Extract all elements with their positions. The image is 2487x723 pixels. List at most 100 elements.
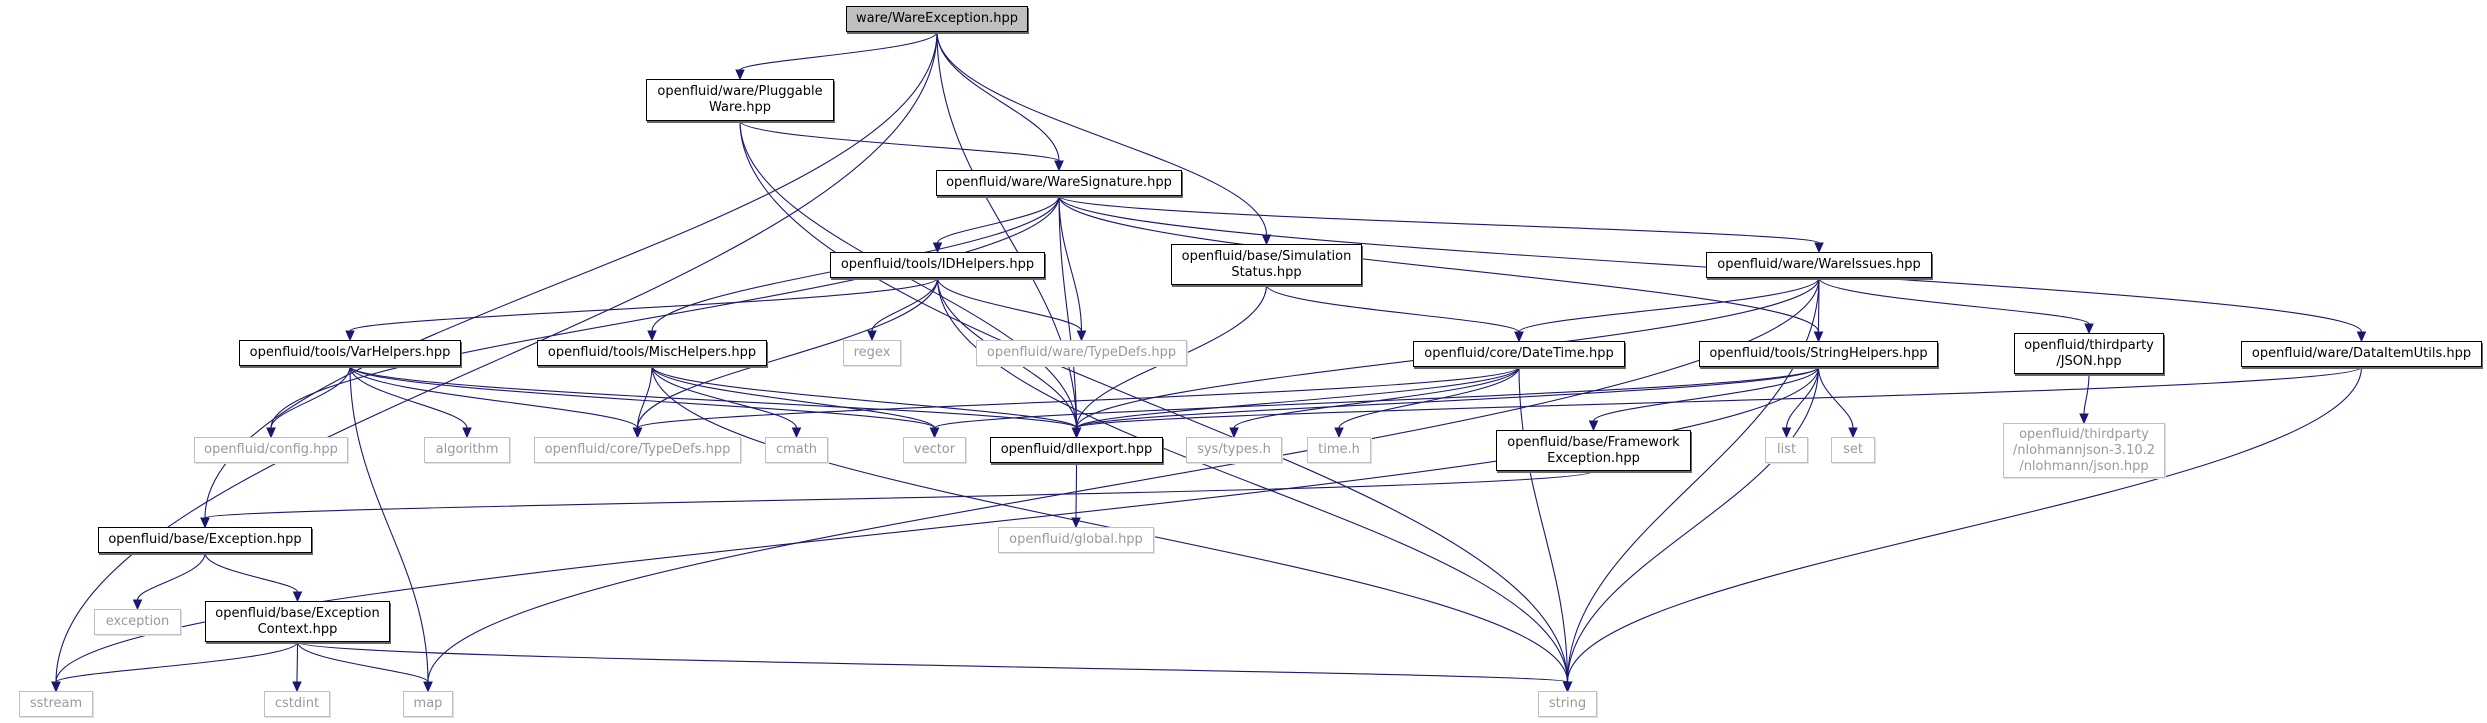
edge-wareissues-to-json bbox=[1818, 277, 2090, 325]
edge-stringhelpers-to-dllexport bbox=[1075, 366, 1820, 429]
edge-idhelpers-to-waretypedefs bbox=[936, 277, 1083, 332]
graph-node-dataitemutils[interactable]: openfluid/ware/DataItemUtils.hpp bbox=[2241, 341, 2482, 367]
edge-varhelpers-to-dllexport bbox=[349, 365, 1078, 429]
edge-root-to-signature bbox=[936, 31, 1060, 162]
graph-node-mischelpers[interactable]: openfluid/tools/MiscHelpers.hpp bbox=[537, 340, 767, 366]
edge-exception-to-exccontext bbox=[204, 552, 299, 593]
graph-node-systypes: sys/types.h bbox=[1186, 437, 1282, 463]
arrowhead-icon bbox=[1562, 681, 1573, 693]
arrowhead-icon bbox=[791, 427, 802, 439]
graph-node-string: string bbox=[1538, 691, 1597, 717]
arrowhead-icon bbox=[1054, 160, 1064, 172]
edge-dllexport-to-global bbox=[1075, 462, 1078, 519]
graph-node-map: map bbox=[403, 691, 453, 717]
arrowhead-icon bbox=[51, 681, 61, 693]
graph-node-cmath: cmath bbox=[765, 437, 828, 463]
arrowhead-icon bbox=[1261, 234, 1272, 246]
arrowhead-icon bbox=[1334, 427, 1344, 439]
graph-node-idhelpers[interactable]: openfluid/tools/IDHelpers.hpp bbox=[830, 252, 1045, 278]
graph-node-frameworkexc[interactable]: openfluid/base/Framework Exception.hpp bbox=[1496, 430, 1691, 471]
graph-node-varhelpers[interactable]: openfluid/tools/VarHelpers.hpp bbox=[239, 340, 461, 366]
edge-signature-to-waretypedefs bbox=[1058, 195, 1083, 332]
arrowhead-icon bbox=[929, 427, 940, 439]
edge-idhelpers-to-string bbox=[936, 277, 1569, 683]
edge-stringhelpers-to-frameworkexc bbox=[1592, 366, 1820, 422]
graph-node-signature[interactable]: openfluid/ware/WareSignature.hpp bbox=[936, 170, 1182, 196]
graph-node-timeh: time.h bbox=[1307, 437, 1371, 463]
arrowhead-icon bbox=[932, 242, 943, 254]
edge-wareissues-to-string bbox=[1566, 277, 1820, 683]
arrowhead-icon bbox=[867, 330, 877, 342]
arrowhead-icon bbox=[647, 330, 657, 342]
graph-node-wareissues[interactable]: openfluid/ware/WareIssues.hpp bbox=[1706, 252, 1932, 278]
graph-node-stringhelpers[interactable]: openfluid/tools/StringHelpers.hpp bbox=[1699, 341, 1938, 367]
edge-dataitemutils-to-string bbox=[1566, 366, 2363, 683]
edge-exccontext-to-map bbox=[296, 641, 429, 683]
graph-node-exception[interactable]: openfluid/base/Exception.hpp bbox=[98, 527, 312, 553]
graph-node-global: openfluid/global.hpp bbox=[998, 527, 1154, 553]
graph-node-cstdint: cstdint bbox=[264, 691, 330, 717]
edge-stringhelpers-to-vector bbox=[933, 366, 1820, 429]
edge-signature-to-idhelpers bbox=[936, 195, 1060, 244]
arrowhead-icon bbox=[1071, 427, 1082, 439]
edge-signature-to-wareissues bbox=[1058, 195, 1820, 244]
graph-node-dllexport[interactable]: openfluid/dllexport.hpp bbox=[990, 437, 1163, 463]
edge-exccontext-to-cstdint bbox=[296, 641, 299, 683]
arrowhead-icon bbox=[1588, 420, 1599, 432]
graph-node-regex: regex bbox=[843, 340, 901, 366]
edge-simstatus-to-datetime bbox=[1265, 284, 1520, 333]
edge-idhelpers-to-varhelpers bbox=[349, 277, 939, 332]
edge-root-to-sstream bbox=[55, 31, 938, 683]
arrowhead-icon bbox=[292, 681, 302, 693]
arrowhead-icon bbox=[292, 591, 303, 603]
edge-varhelpers-to-vector bbox=[349, 365, 936, 429]
edge-exception-to-stdexception bbox=[136, 552, 206, 601]
edge-mischelpers-to-vector bbox=[651, 365, 936, 429]
edge-idhelpers-to-regex bbox=[871, 277, 939, 332]
graph-node-pluggable[interactable]: openfluid/ware/Pluggable Ware.hpp bbox=[646, 79, 834, 121]
arrowhead-icon bbox=[1848, 427, 1858, 439]
graph-node-json[interactable]: openfluid/thirdparty /JSON.hpp bbox=[2014, 333, 2164, 374]
arrowhead-icon bbox=[2084, 323, 2094, 335]
graph-node-sstream: sstream bbox=[19, 691, 93, 717]
edge-root-to-dllexport bbox=[936, 31, 1078, 429]
edge-stringhelpers-to-list bbox=[1785, 366, 1820, 429]
edge-wareissues-to-datetime bbox=[1518, 277, 1820, 333]
arrowhead-icon bbox=[1813, 331, 1824, 343]
graph-node-root[interactable]: ware/WareException.hpp bbox=[846, 6, 1028, 32]
edge-pluggable-to-string bbox=[739, 120, 1569, 683]
graph-node-datetime[interactable]: openfluid/core/DateTime.hpp bbox=[1413, 341, 1625, 367]
edge-datetime-to-timeh bbox=[1338, 366, 1520, 429]
edge-signature-to-dllexport bbox=[1058, 195, 1078, 429]
edge-exccontext-to-sstream bbox=[55, 641, 299, 683]
arrowhead-icon bbox=[266, 427, 276, 439]
graph-node-config: openfluid/config.hpp bbox=[194, 437, 348, 463]
edge-datetime-to-systypes bbox=[1233, 366, 1520, 429]
graph-node-stdexception: exception bbox=[94, 609, 181, 635]
graph-node-vector: vector bbox=[903, 437, 966, 463]
graph-node-exccontext[interactable]: openfluid/base/Exception Context.hpp bbox=[205, 601, 390, 642]
edge-varhelpers-to-config bbox=[270, 365, 351, 429]
edge-stringhelpers-to-string bbox=[1566, 366, 1820, 683]
edge-pluggable-to-signature bbox=[739, 120, 1060, 162]
edge-datetime-to-dllexport bbox=[1075, 366, 1520, 429]
edge-exccontext-to-string bbox=[296, 641, 1569, 683]
arrowhead-icon bbox=[200, 517, 210, 529]
edge-datetime-to-coretypedefs bbox=[636, 366, 1520, 429]
edge-mischelpers-to-coretypedefs bbox=[636, 365, 653, 429]
arrowhead-icon bbox=[462, 427, 472, 439]
edge-signature-to-config bbox=[270, 195, 1060, 429]
graph-node-nlohmann: openfluid/thirdparty /nlohmannjson-3.10.… bbox=[2003, 423, 2165, 478]
graph-node-set: set bbox=[1831, 437, 1875, 463]
arrowhead-icon bbox=[423, 681, 433, 693]
graph-node-waretypedefs: openfluid/ware/TypeDefs.hpp bbox=[976, 340, 1187, 366]
graph-node-list: list bbox=[1765, 437, 1808, 463]
edge-dataitemutils-to-dllexport bbox=[1075, 366, 2363, 429]
arrowhead-icon bbox=[632, 427, 643, 439]
edge-json-to-nlohmann bbox=[2083, 373, 2090, 415]
edge-wareissues-to-map bbox=[427, 277, 1820, 683]
graph-node-simstatus[interactable]: openfluid/base/Simulation Status.hpp bbox=[1171, 244, 1362, 285]
arrowhead-icon bbox=[735, 69, 745, 81]
arrowhead-icon bbox=[1071, 517, 1081, 529]
